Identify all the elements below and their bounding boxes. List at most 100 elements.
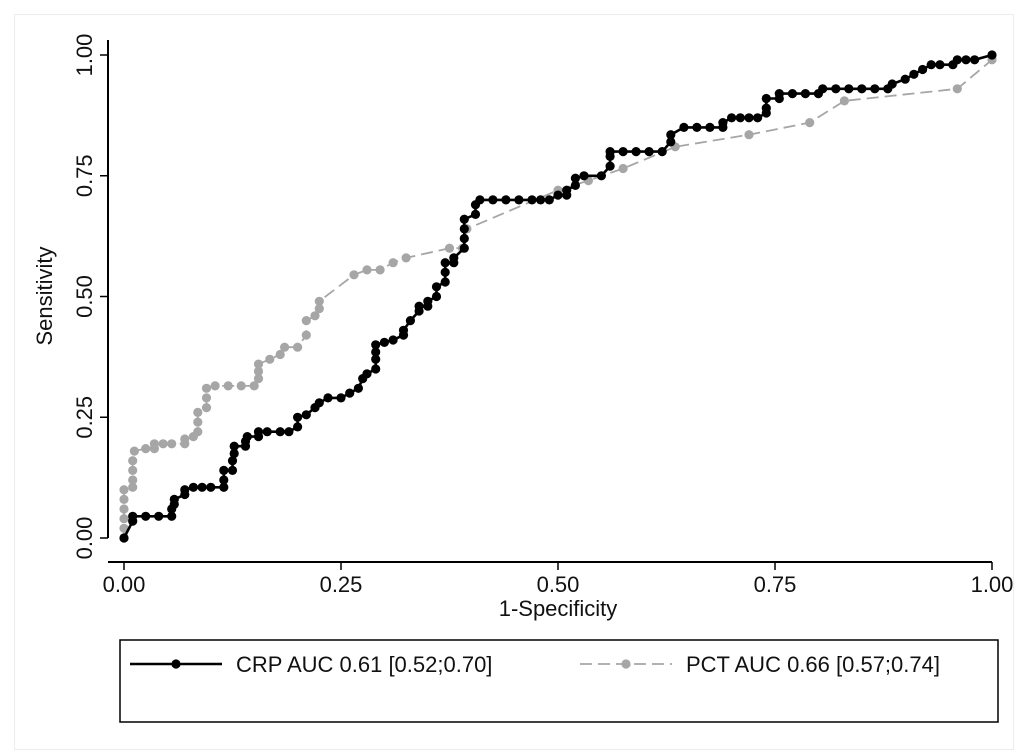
data-point-crp <box>514 195 524 205</box>
data-point-crp <box>753 113 763 123</box>
data-point-crp <box>544 195 554 205</box>
data-point-pct <box>265 354 275 364</box>
data-point-crp <box>242 432 252 442</box>
data-point-pct <box>119 514 129 524</box>
y-tick-label: 1.00 <box>72 34 97 77</box>
data-point-crp <box>119 533 129 543</box>
data-point-crp <box>501 195 511 205</box>
data-point-pct <box>388 258 398 268</box>
data-point-crp <box>692 122 702 132</box>
data-point-crp <box>488 195 498 205</box>
data-point-pct <box>293 342 303 352</box>
data-point-crp <box>887 79 897 89</box>
data-point-crp <box>128 511 138 521</box>
data-point-pct <box>236 381 246 391</box>
data-point-crp <box>562 185 572 195</box>
data-point-pct <box>349 270 359 280</box>
data-point-pct <box>119 494 129 504</box>
data-point-pct <box>301 330 311 340</box>
data-point-crp <box>431 282 442 292</box>
data-point-crp <box>459 214 469 224</box>
data-point-crp <box>818 84 828 94</box>
data-point-crp <box>293 412 303 422</box>
data-point-crp <box>870 84 880 94</box>
data-point-crp <box>293 422 303 432</box>
data-point-crp <box>631 147 641 157</box>
x-tick-label: 1.00 <box>971 572 1014 597</box>
data-point-crp <box>353 383 363 393</box>
data-point-pct <box>223 381 233 391</box>
series-pct <box>119 50 997 543</box>
data-point-crp <box>570 180 581 190</box>
data-point-crp <box>605 161 615 171</box>
data-point-pct <box>193 417 203 427</box>
data-point-crp <box>970 55 980 65</box>
data-point-crp <box>371 354 381 364</box>
data-point-crp <box>336 393 346 403</box>
data-point-pct <box>280 342 290 352</box>
data-point-crp <box>362 369 372 379</box>
x-tick-label: 0.75 <box>754 572 797 597</box>
data-point-crp <box>918 64 928 75</box>
legend: CRP AUC 0.61 [0.52;0.70] PCT AUC 0.66 [0… <box>119 639 999 723</box>
data-point-crp <box>961 55 971 65</box>
data-point-crp <box>844 84 854 94</box>
data-point-crp <box>679 122 689 132</box>
series-crp <box>119 50 997 543</box>
data-point-pct <box>141 444 151 454</box>
legend-key-marker-crp <box>171 659 181 669</box>
series-layer <box>119 50 997 543</box>
data-point-crp <box>475 195 485 205</box>
data-point-crp <box>787 89 798 99</box>
x-tick-label: 0.50 <box>537 572 580 597</box>
data-point-pct <box>128 482 138 492</box>
data-point-crp <box>301 410 311 420</box>
data-point-crp <box>275 427 285 437</box>
data-point-pct <box>401 253 411 263</box>
data-point-pct <box>314 304 324 314</box>
x-tick-label: 0.00 <box>103 572 146 597</box>
data-point-pct <box>119 504 129 514</box>
data-point-crp <box>253 427 264 437</box>
data-point-crp <box>206 482 216 492</box>
data-point-crp <box>527 195 537 205</box>
data-point-crp <box>449 253 459 263</box>
data-point-pct <box>128 475 138 485</box>
data-point-pct <box>180 434 190 444</box>
y-tick-label: 0.25 <box>72 396 97 439</box>
data-point-pct <box>375 265 385 275</box>
x-tick-label: 0.25 <box>320 572 363 597</box>
data-point-crp <box>761 93 771 104</box>
data-point-crp <box>197 482 207 492</box>
data-point-crp <box>744 113 754 123</box>
data-point-crp <box>284 427 294 437</box>
data-point-pct <box>210 381 220 391</box>
data-point-pct <box>253 374 264 384</box>
data-point-crp <box>718 118 728 128</box>
data-point-crp <box>388 335 398 345</box>
data-point-crp <box>800 89 811 99</box>
data-point-crp <box>705 122 715 132</box>
data-point-crp <box>926 60 936 70</box>
data-point-pct <box>193 407 203 417</box>
data-point-pct <box>201 403 212 413</box>
data-point-pct <box>310 311 320 321</box>
data-point-crp <box>459 233 469 244</box>
data-point-pct <box>128 465 138 475</box>
data-point-crp <box>219 465 229 475</box>
data-point-crp <box>536 195 546 205</box>
data-point-crp <box>644 147 654 157</box>
data-point-crp <box>219 475 229 485</box>
data-point-crp <box>735 113 745 123</box>
data-point-crp <box>405 316 415 326</box>
data-point-crp <box>596 171 607 181</box>
chart-frame <box>14 14 1014 750</box>
legend-key-marker-pct <box>621 659 631 669</box>
data-point-crp <box>141 511 151 521</box>
data-point-pct <box>158 439 168 449</box>
y-tick-label: 0.50 <box>72 275 97 318</box>
y-axis-title: Sensitivity <box>32 246 57 345</box>
data-point-crp <box>345 388 355 398</box>
data-point-pct <box>201 383 212 393</box>
